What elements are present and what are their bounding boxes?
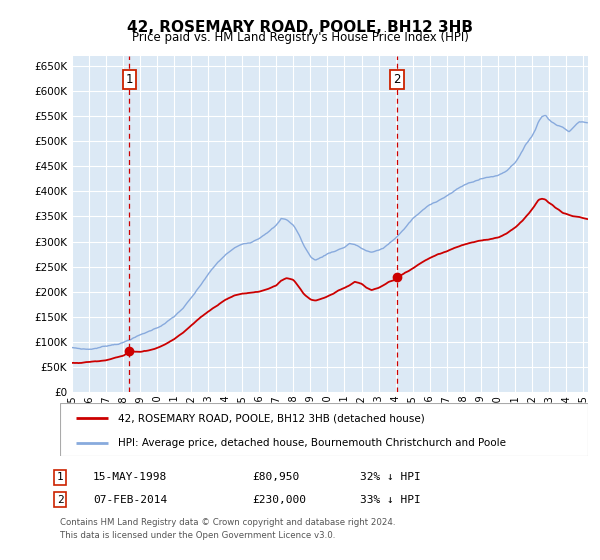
Text: 42, ROSEMARY ROAD, POOLE, BH12 3HB: 42, ROSEMARY ROAD, POOLE, BH12 3HB — [127, 20, 473, 35]
Text: Contains HM Land Registry data © Crown copyright and database right 2024.
This d: Contains HM Land Registry data © Crown c… — [60, 519, 395, 540]
Text: 1: 1 — [125, 73, 133, 86]
FancyBboxPatch shape — [60, 403, 588, 456]
Text: 2: 2 — [56, 494, 64, 505]
Text: 32% ↓ HPI: 32% ↓ HPI — [360, 472, 421, 482]
Text: 07-FEB-2014: 07-FEB-2014 — [93, 494, 167, 505]
Text: Price paid vs. HM Land Registry's House Price Index (HPI): Price paid vs. HM Land Registry's House … — [131, 31, 469, 44]
Text: £80,950: £80,950 — [252, 472, 299, 482]
Text: £230,000: £230,000 — [252, 494, 306, 505]
Text: 42, ROSEMARY ROAD, POOLE, BH12 3HB (detached house): 42, ROSEMARY ROAD, POOLE, BH12 3HB (deta… — [118, 413, 425, 423]
Text: 33% ↓ HPI: 33% ↓ HPI — [360, 494, 421, 505]
Text: 1: 1 — [56, 472, 64, 482]
Text: 2: 2 — [394, 73, 401, 86]
Text: 15-MAY-1998: 15-MAY-1998 — [93, 472, 167, 482]
Text: HPI: Average price, detached house, Bournemouth Christchurch and Poole: HPI: Average price, detached house, Bour… — [118, 438, 506, 448]
